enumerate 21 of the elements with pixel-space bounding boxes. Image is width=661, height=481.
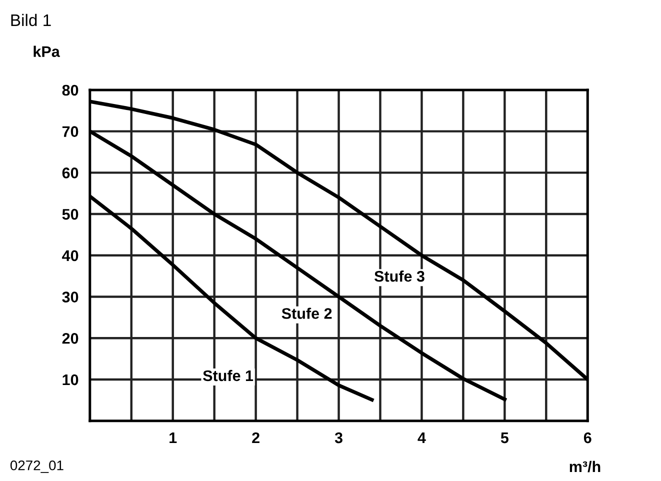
y-tick-label: 80: [62, 84, 78, 96]
series-label: Stufe 2: [282, 308, 332, 319]
x-tick-label: 4: [418, 432, 426, 444]
x-tick-label: 6: [584, 432, 592, 444]
y-tick-label: 10: [62, 374, 78, 386]
series-label: Stufe 3: [374, 270, 424, 282]
y-tick-label: 50: [62, 208, 78, 220]
y-tick-label: 20: [62, 333, 78, 344]
y-tick-label: 70: [62, 126, 78, 137]
chart-title: Bild 1: [11, 14, 51, 26]
text: 0272_01: [10, 460, 64, 473]
y-axis-title: kPa: [34, 46, 60, 58]
x-tick-label: 2: [252, 432, 260, 444]
series-label: Stufe 1: [203, 370, 254, 382]
x-tick-label: 3: [334, 432, 342, 444]
y-tick-label: 30: [62, 292, 78, 302]
y-tick-label: 60: [62, 168, 78, 178]
y-tick-label: 40: [62, 250, 78, 262]
x-tick-label: 5: [500, 432, 508, 444]
x-tick-label: 1: [170, 432, 177, 444]
x-axis-title: m³/h: [570, 460, 600, 472]
